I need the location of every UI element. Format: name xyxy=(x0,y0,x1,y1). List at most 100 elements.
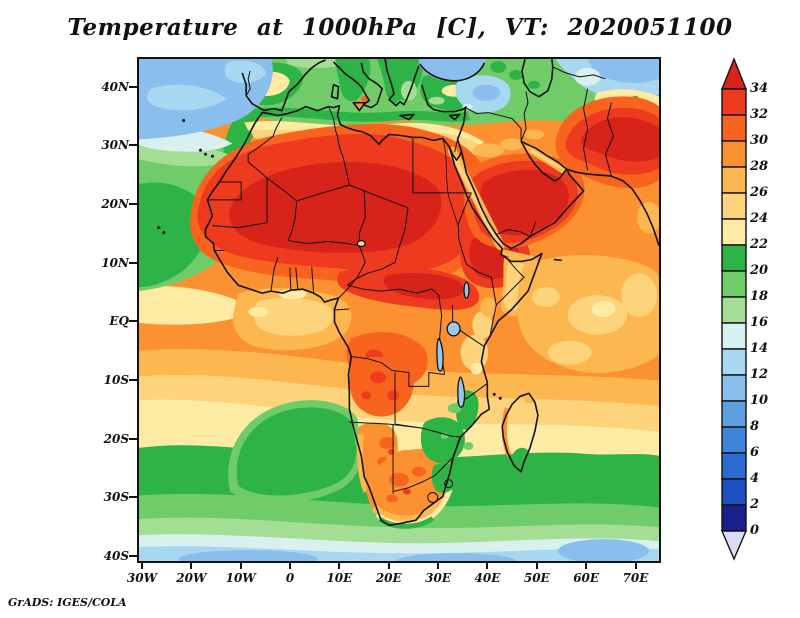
colorbar-segment xyxy=(721,270,747,298)
lon-tick-label: 20E xyxy=(375,571,402,585)
sicily xyxy=(352,101,367,112)
colorbar-tick-label: 28 xyxy=(750,159,769,174)
colorbar-segment xyxy=(721,374,747,402)
lat-tick-label: EQ xyxy=(109,314,129,329)
lat-tick-label: 40S xyxy=(103,549,129,564)
lat-tick-mark xyxy=(129,320,137,323)
colorbar-segment xyxy=(721,140,747,168)
lat-tick-mark xyxy=(129,555,137,558)
colorbar-segment xyxy=(721,348,747,376)
island-dots xyxy=(157,119,502,400)
lon-tick-label: 50E xyxy=(523,571,550,585)
colorbar-tick-label: 22 xyxy=(750,237,769,252)
lake-victoria xyxy=(446,321,461,337)
lon-tick-mark xyxy=(437,563,440,569)
lon-tick-label: 20W xyxy=(176,571,207,585)
coastlines xyxy=(204,59,659,527)
colorbar-segment xyxy=(721,426,747,454)
colorbar-tick-label: 24 xyxy=(750,211,769,226)
southern-africa-land-field xyxy=(356,422,454,529)
lon-tick-mark xyxy=(634,563,637,569)
colorbar-segment xyxy=(721,400,747,428)
colorbar-segment xyxy=(721,166,747,194)
colorbar-segment xyxy=(721,322,747,350)
colorbar-tick-label: 4 xyxy=(750,471,760,486)
arabia-heat xyxy=(463,129,585,249)
italy-coast xyxy=(332,61,383,109)
lat-tick-mark xyxy=(129,379,137,381)
africa-coastline xyxy=(204,104,543,527)
gulf-of-guinea-field xyxy=(139,285,352,351)
lake-tanganyika xyxy=(436,337,444,372)
caspian-coast xyxy=(521,59,554,98)
colorbar-segment xyxy=(721,192,747,220)
country-borders xyxy=(207,66,614,503)
lat-tick-mark xyxy=(129,261,137,264)
lat-tick-label: 30N xyxy=(101,138,129,153)
lon-tick-mark xyxy=(141,563,143,569)
plot-title: Temperature at 1000hPa [C], VT: 20200511… xyxy=(67,14,733,41)
iran-india-coastline xyxy=(520,140,659,246)
colorbar-segment xyxy=(721,452,747,480)
lon-tick-mark xyxy=(239,563,242,569)
lon-tick-label: 40E xyxy=(474,571,501,585)
colorbar-tick-label: 32 xyxy=(750,107,769,122)
colorbar-segment xyxy=(721,296,747,324)
lat-tick-label: 40N xyxy=(101,79,129,94)
lon-tick-label: 30E xyxy=(425,571,452,585)
lon-tick-mark xyxy=(486,563,489,569)
colorbar-segment xyxy=(721,218,747,246)
sahel-car-band xyxy=(337,266,480,310)
colorbar-tick-label: 30 xyxy=(750,133,769,148)
colorbar-tick-label: 26 xyxy=(750,185,769,200)
map-area xyxy=(137,57,661,563)
lon-tick-label: 0 xyxy=(285,571,295,585)
lon-tick-mark xyxy=(289,563,292,569)
colorbar-segment xyxy=(721,114,747,142)
indian-ocean-field xyxy=(517,201,659,374)
colorbar-svg xyxy=(720,57,748,561)
lat-tick-label: 10N xyxy=(101,255,129,270)
iberia-france-coast xyxy=(241,59,326,112)
sahara-heat xyxy=(190,124,491,284)
colorbar xyxy=(710,57,780,565)
colorbar-tick-label: 6 xyxy=(750,445,760,460)
lon-tick-label: 10W xyxy=(225,571,256,585)
lat-tick-mark xyxy=(129,85,137,88)
socotra xyxy=(553,258,562,262)
black-sea-coast xyxy=(419,62,486,82)
colorbar-segment xyxy=(721,504,747,532)
lat-tick-mark xyxy=(129,437,137,440)
colorbar-tick-label: 0 xyxy=(750,523,760,538)
lon-tick-label: 70E xyxy=(622,571,649,585)
lakes xyxy=(356,239,470,408)
sinai-levant-coast xyxy=(448,107,467,161)
lon-tick-label: 10E xyxy=(326,571,353,585)
lon-tick-label: 60E xyxy=(573,571,600,585)
grads-credit: GrADS: IGES/COLA xyxy=(8,596,127,609)
lon-tick-mark xyxy=(190,563,193,569)
colorbar-tick-label: 14 xyxy=(750,341,769,356)
colorbar-tick-label: 2 xyxy=(750,497,760,512)
lon-tick-mark xyxy=(338,563,341,569)
colorbar-tick-label: 16 xyxy=(750,315,769,330)
seas-ribbons xyxy=(448,144,567,263)
lon-tick-mark xyxy=(387,563,390,569)
balkans-greece-coast xyxy=(384,59,420,107)
colorbar-tick-label: 8 xyxy=(750,419,760,434)
sardinia xyxy=(330,84,340,100)
temperature-map xyxy=(139,59,659,561)
colorbar-tick-label: 10 xyxy=(750,393,769,408)
crete xyxy=(399,113,415,121)
madagascar-coastline xyxy=(501,392,539,473)
lake-turkana xyxy=(463,281,470,299)
lat-tick-label: 20N xyxy=(101,196,129,211)
colorbar-tick-label: 20 xyxy=(750,263,769,278)
lake-chad xyxy=(356,239,366,248)
lat-tick-mark xyxy=(129,144,137,147)
colorbar-segment xyxy=(721,88,747,116)
colorbar-tick-label: 18 xyxy=(750,289,769,304)
colorbar-tick-label: 12 xyxy=(750,367,769,382)
lat-tick-mark xyxy=(129,202,137,205)
